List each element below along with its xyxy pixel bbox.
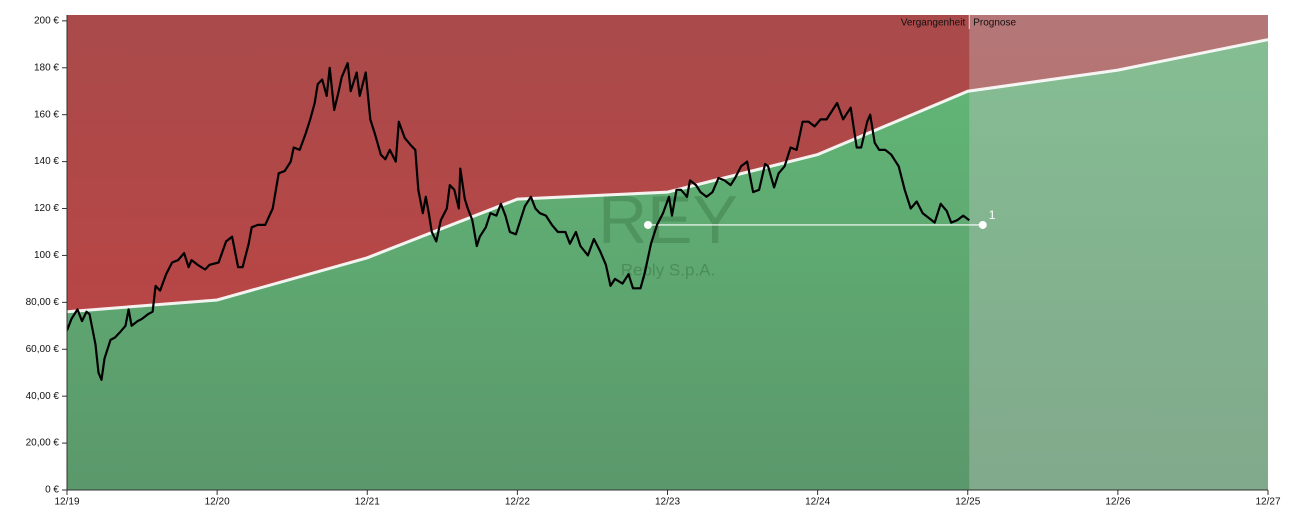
forecast-shade — [969, 15, 1268, 490]
x-tick-label: 12/22 — [505, 497, 530, 508]
price-line — [67, 62, 970, 381]
x-tick-label: 12/23 — [655, 497, 680, 508]
y-tick-label: 160 € — [34, 109, 59, 120]
x-tick-label: 12/20 — [205, 497, 230, 508]
reference-point — [643, 220, 652, 229]
watermark-company: Reply S.p.A. — [621, 260, 716, 279]
x-tick-label: 12/25 — [955, 497, 980, 508]
y-tick-label: 120 € — [34, 203, 59, 214]
x-tick-label: 12/19 — [54, 497, 79, 508]
x-tick-label: 12/27 — [1255, 497, 1280, 508]
undervalued-area — [67, 39, 1268, 490]
x-tick-label: 12/24 — [805, 497, 830, 508]
y-tick-label: 100 € — [34, 250, 59, 261]
y-tick-label: 140 € — [34, 156, 59, 167]
reference-label: 1 — [989, 208, 996, 222]
x-tick-label: 12/21 — [355, 497, 380, 508]
y-tick-label: 40,00 € — [26, 391, 60, 402]
y-tick-label: 0 € — [45, 485, 59, 496]
y-tick-label: 60,00 € — [26, 344, 60, 355]
axes: 0 € 20,00 € 40,00 € 60,00 € 80,00 € 100 € 120 … — [26, 15, 1281, 508]
y-tick-label: 80,00 € — [26, 297, 60, 308]
y-tick-label: 200 € — [34, 16, 59, 27]
forecast-label: Prognose — [973, 18, 1016, 29]
fair-value-line — [67, 38, 1268, 314]
reference-point — [978, 220, 987, 229]
past-label: Vergangenheit — [901, 18, 966, 29]
x-tick-label: 12/26 — [1105, 497, 1130, 508]
y-tick-label: 180 € — [34, 62, 59, 73]
y-tick-label: 20,00 € — [26, 438, 60, 449]
